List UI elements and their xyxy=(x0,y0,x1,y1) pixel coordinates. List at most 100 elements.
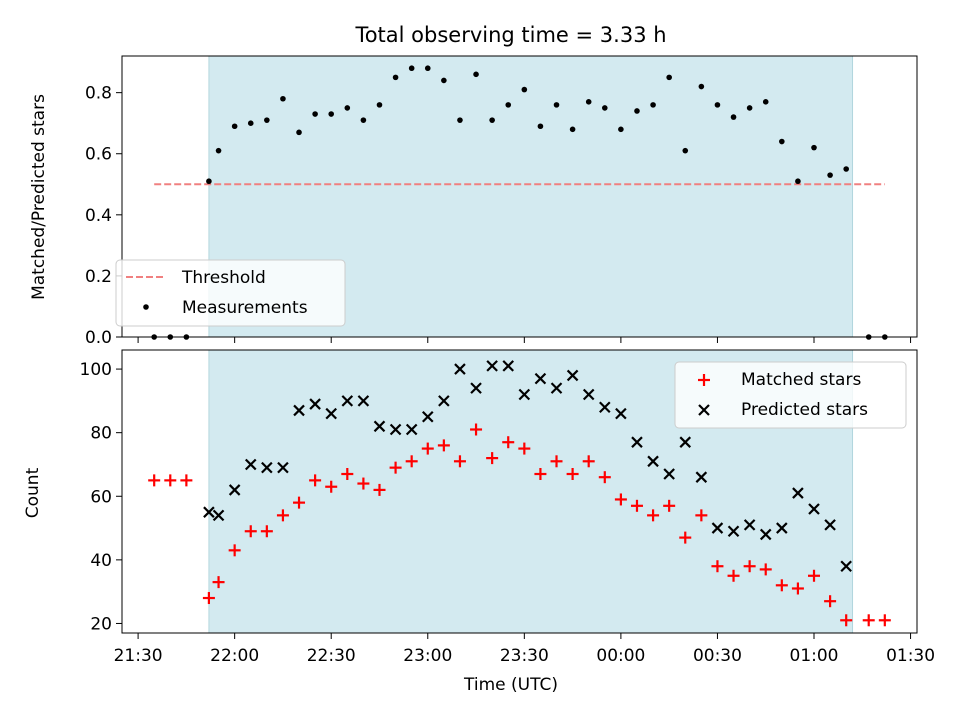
measurements-legend-swatch xyxy=(143,304,149,310)
ratio-y-axis-label: Matched/Predicted stars xyxy=(29,94,49,300)
x-tick-label: 21:30 xyxy=(114,646,163,666)
matched-stars-point xyxy=(164,474,177,487)
measurements-point xyxy=(247,120,254,126)
measurements-point xyxy=(618,126,624,133)
predicted-stars-point xyxy=(454,363,466,375)
predicted-stars-point xyxy=(792,487,804,499)
matched-stars-point xyxy=(695,509,708,522)
measurements-point xyxy=(489,117,495,123)
matched-stars-point xyxy=(647,509,660,522)
predicted-stars-point xyxy=(776,522,788,534)
measurements-point xyxy=(827,172,833,178)
chart-title: Total observing time = 3.33 h xyxy=(354,23,666,47)
matched-stars-point xyxy=(486,452,499,465)
predicted-stars-point xyxy=(518,388,531,401)
ratio-panel: 0.0 0.2 0.4 0.6 0.8 Total observing time = 3… xyxy=(29,23,918,348)
count-series-layer xyxy=(148,360,891,627)
measurements-point xyxy=(762,99,769,105)
matched-stars-point xyxy=(582,455,595,468)
matched-stars-point xyxy=(180,474,193,487)
ratio-legend-box xyxy=(115,259,346,327)
matched-stars-point xyxy=(663,499,676,512)
measurements-point xyxy=(312,111,318,117)
matched-stars-point xyxy=(373,483,386,496)
measurements-point xyxy=(730,114,737,120)
measurements-point xyxy=(360,117,367,123)
predicted-stars-point xyxy=(615,407,627,420)
measurements-point xyxy=(392,74,399,81)
ratio-series-layer xyxy=(151,65,888,340)
x-tick-label: 01:30 xyxy=(886,646,935,666)
count-panel: 20 40 60 80 100 21:30 22:00 22:30 23:00 23:30 00:… xyxy=(23,349,935,695)
measurements-point xyxy=(328,111,335,117)
predicted-stars-point xyxy=(389,423,402,436)
measurements-point xyxy=(215,147,222,154)
matched-stars-point xyxy=(824,595,837,608)
matched-stars-point xyxy=(260,525,273,538)
measurements-point xyxy=(795,178,801,185)
matched-stars-point xyxy=(534,468,547,481)
x-tick-label: 00:00 xyxy=(596,646,645,666)
predicted-stars-point xyxy=(663,468,675,480)
matched-stars-point xyxy=(679,531,692,544)
predicted-stars-point xyxy=(470,382,482,394)
measurements-point xyxy=(231,123,238,130)
matched-stars-point xyxy=(840,614,853,627)
matched-stars-point xyxy=(309,474,322,487)
ratio-legend: Threshold Measurements xyxy=(115,259,346,327)
measurements-point xyxy=(537,123,544,130)
measurements-point xyxy=(344,105,351,111)
matched-stars-point xyxy=(276,509,289,522)
measurements-point xyxy=(650,102,656,108)
predicted-stars-point xyxy=(743,519,756,531)
matched-stars-point xyxy=(550,455,563,468)
measurements-point xyxy=(473,71,479,78)
predicted-stars-point xyxy=(438,395,450,407)
predicted-stars-point xyxy=(421,410,434,423)
y-tick-label: 20 xyxy=(90,614,112,634)
matched-stars-point xyxy=(518,442,531,455)
predicted-stars-point xyxy=(534,372,547,385)
predicted-stars-point xyxy=(582,388,595,401)
x-tick-label: 22:30 xyxy=(307,646,356,666)
measurements-point xyxy=(714,102,721,108)
matched-stars-point xyxy=(502,436,515,449)
x-tick-label: 00:30 xyxy=(693,646,742,666)
matched-stars-point xyxy=(212,576,225,589)
x-tick-label: 22:00 xyxy=(210,646,259,666)
x-tick-label: 23:30 xyxy=(500,646,549,666)
threshold-legend-label: Threshold xyxy=(181,268,266,288)
predicted-stars-point xyxy=(679,436,692,448)
matched-legend-swatch xyxy=(698,374,710,386)
predicted-stars-point xyxy=(727,525,740,538)
predicted-stars-point xyxy=(824,519,836,531)
measurements-point xyxy=(206,178,212,185)
matched-legend-label: Matched stars xyxy=(741,370,861,390)
matched-stars-point xyxy=(743,560,756,573)
predicted-stars-point xyxy=(502,360,515,372)
predicted-stars-point xyxy=(840,560,852,573)
predicted-stars-point xyxy=(486,360,498,372)
predicted-stars-point xyxy=(711,522,724,534)
x-axis-label: Time (UTC) xyxy=(463,675,558,695)
predicted-legend-label: Predicted stars xyxy=(741,400,868,420)
predicted-stars-point xyxy=(244,458,257,471)
predicted-stars-point xyxy=(203,506,215,518)
y-tick-label: 80 xyxy=(90,424,112,444)
predicted-legend-swatch xyxy=(698,404,710,416)
y-tick-label: 100 xyxy=(80,360,112,380)
measurements-point xyxy=(280,95,286,102)
matched-stars-point xyxy=(759,563,772,576)
matched-stars-point xyxy=(341,468,354,481)
measurements-legend-label: Measurements xyxy=(182,298,308,318)
matched-stars-point xyxy=(357,477,370,490)
predicted-stars-point xyxy=(261,461,273,474)
matched-stars-point xyxy=(791,582,804,595)
matched-stars-point xyxy=(566,468,579,481)
measurements-point xyxy=(408,65,415,72)
y-tick-label: 0.0 xyxy=(85,328,112,348)
matched-stars-point xyxy=(808,569,821,582)
count-legend-box xyxy=(674,361,907,429)
